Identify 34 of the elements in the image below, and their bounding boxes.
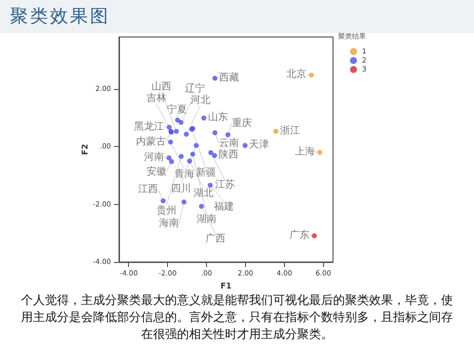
annotation: 天津 (249, 138, 270, 150)
annotation: 北京 (286, 68, 306, 80)
annotation: 山东 (208, 111, 228, 124)
annotation: 福建 (214, 200, 234, 212)
y-axis-title: F2 (80, 144, 90, 156)
text: 个人觉得，主成分聚类最大的意义就是能帮我们可视化最后的聚类效果，毕竟，使用主成分是会降低部分信息的。言外之意，只有在指标个数特别多，且指标之间存在很强的相关性时才用主成分聚类。 (20, 292, 454, 343)
annotation: 江苏 (214, 178, 235, 191)
annotation: 湖南 (196, 213, 217, 226)
annotation: 西藏 (218, 71, 239, 84)
annotation: 山西 (151, 80, 172, 92)
annotation: 海南 (158, 217, 179, 229)
annotation: 辽宁 (185, 82, 206, 94)
annotation: 广东 (289, 228, 310, 241)
annotation: 浙江 (280, 124, 300, 136)
annotation: 云南 (218, 136, 239, 149)
annotation: 安徽 (146, 166, 167, 178)
chart-title: 聚类效果图 (0, 0, 474, 33)
annotation: 新疆 (196, 166, 216, 178)
annotation: 内蒙古 (136, 135, 166, 148)
annotation: 上海 (294, 145, 315, 158)
annotation: 广西 (205, 232, 226, 244)
annotation: 贵州 (156, 204, 176, 216)
annotation: 青海 (174, 168, 195, 180)
annotation: 河南 (144, 150, 164, 163)
annotation: 宁夏 (167, 104, 188, 116)
annotation: 陕西 (218, 148, 239, 161)
x-axis-title: F1 (220, 282, 232, 290)
annotation: 四川 (171, 182, 192, 194)
annotation: 河北 (190, 94, 210, 106)
annotation: 吉林 (146, 92, 166, 104)
annotation: 重庆 (232, 116, 252, 129)
annotation: 湖北 (194, 187, 214, 200)
annotation: 江西 (138, 182, 158, 195)
annotation: 黑龙江 (134, 120, 164, 132)
